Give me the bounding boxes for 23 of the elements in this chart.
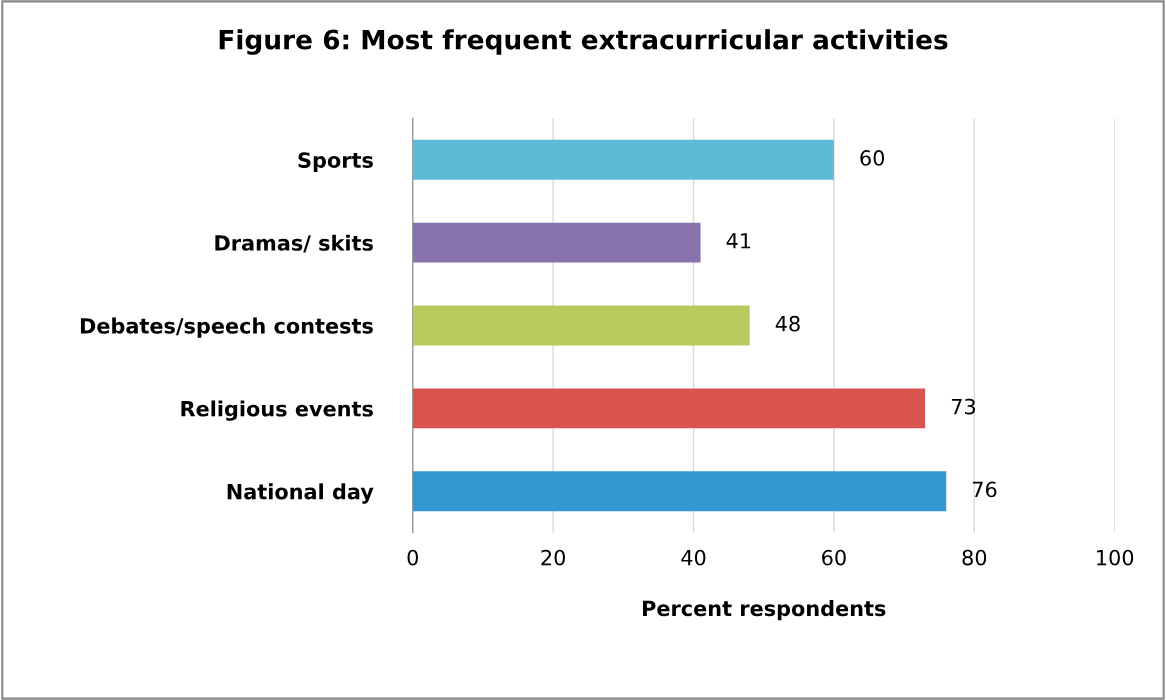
y-tick-label: National day: [227, 483, 374, 504]
data-label: 60: [860, 150, 885, 166]
x-tick-label: 60: [822, 549, 846, 566]
data-label: 48: [775, 315, 800, 332]
bar: [412, 471, 947, 512]
bar: [412, 305, 750, 346]
bar: [412, 139, 834, 180]
x-tick-label: 0: [407, 549, 419, 566]
bar: [412, 222, 701, 263]
data-label: 73: [951, 398, 976, 415]
y-tick-label: Religious events: [181, 400, 373, 421]
x-axis-title: Percent respondents: [643, 600, 886, 621]
y-tick-label: Debates/speech contests: [80, 317, 373, 338]
chart-title: Figure 6: Most frequent extracurricular activities: [219, 29, 948, 55]
x-tick-label: 80: [962, 549, 987, 566]
data-label: 41: [726, 233, 751, 249]
y-tick-label: Sports: [298, 152, 373, 172]
data-label: 76: [972, 481, 997, 498]
x-tick-label: 100: [1097, 549, 1134, 566]
bar: [412, 388, 926, 429]
x-tick-label: 20: [541, 549, 566, 566]
x-tick-label: 40: [681, 549, 706, 566]
y-tick-label: Dramas/ skits: [215, 234, 373, 253]
